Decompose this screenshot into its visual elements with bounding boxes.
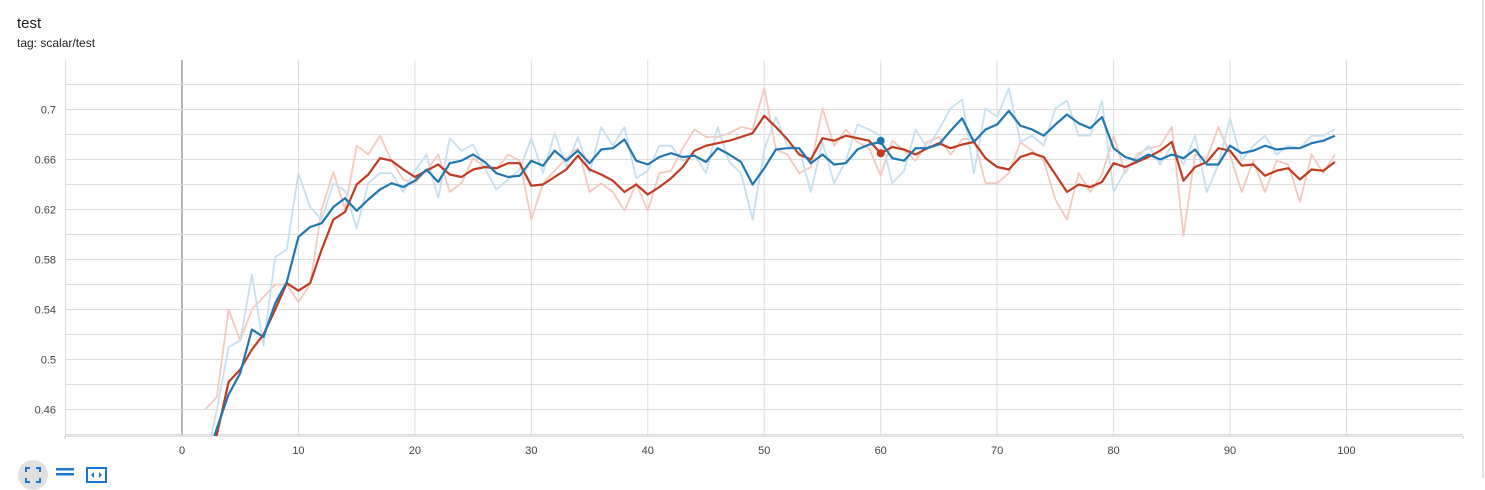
series-0-raw-line [204, 87, 1336, 411]
fullscreen-icon [18, 460, 48, 490]
x-tick-label: 100 [1337, 445, 1355, 457]
y-tick-label: 0.46 [35, 405, 56, 417]
y-tick-label: 0.58 [35, 255, 56, 267]
series-1-hover-point [876, 136, 885, 145]
x-tick-label: 30 [525, 445, 537, 457]
card-right-border [1482, 0, 1484, 478]
series-1-raw-line [210, 87, 1336, 436]
fullscreen-button[interactable] [18, 460, 48, 490]
x-tick-label: 50 [758, 445, 770, 457]
chart-tag: tag: scalar/test [17, 36, 96, 50]
chart-title: test [17, 15, 42, 32]
x-tick-label: 0 [179, 445, 185, 457]
series-1-smoothed-line [213, 109, 1336, 436]
y-tick-label: 0.66 [35, 155, 56, 167]
fit-to-data-icon [86, 467, 107, 483]
series-0-smoothed-line [214, 114, 1336, 436]
chart-tick-labels: 0 10 20 30 40 50 60 70 80 90 100 0.46 0.5 0.54 0.58 0.6… [35, 105, 1356, 458]
y-tick-label: 0.7 [41, 105, 56, 117]
chart-axes [64, 435, 1464, 439]
fit-domain-button[interactable] [86, 460, 116, 490]
toggle-log-scale-button[interactable] [55, 460, 85, 490]
y-tick-label: 0.5 [41, 355, 56, 367]
x-tick-label: 20 [409, 445, 421, 457]
x-tick-label: 10 [292, 445, 304, 457]
y-tick-label: 0.54 [35, 305, 56, 317]
series-0-hover-point [876, 149, 885, 158]
y-tick-label: 0.62 [35, 205, 56, 217]
chart-plot-area [204, 87, 1336, 436]
x-tick-label: 70 [991, 445, 1003, 457]
x-tick-label: 80 [1107, 445, 1119, 457]
chart-grid [65, 60, 1463, 436]
line-chart[interactable]: 0 10 20 30 40 50 60 70 80 90 100 0.46 0.5 0.54 0.58 0.6… [0, 0, 1480, 462]
lines-icon [56, 468, 74, 476]
x-tick-label: 90 [1224, 445, 1236, 457]
x-tick-label: 40 [642, 445, 654, 457]
x-tick-label: 60 [875, 445, 887, 457]
